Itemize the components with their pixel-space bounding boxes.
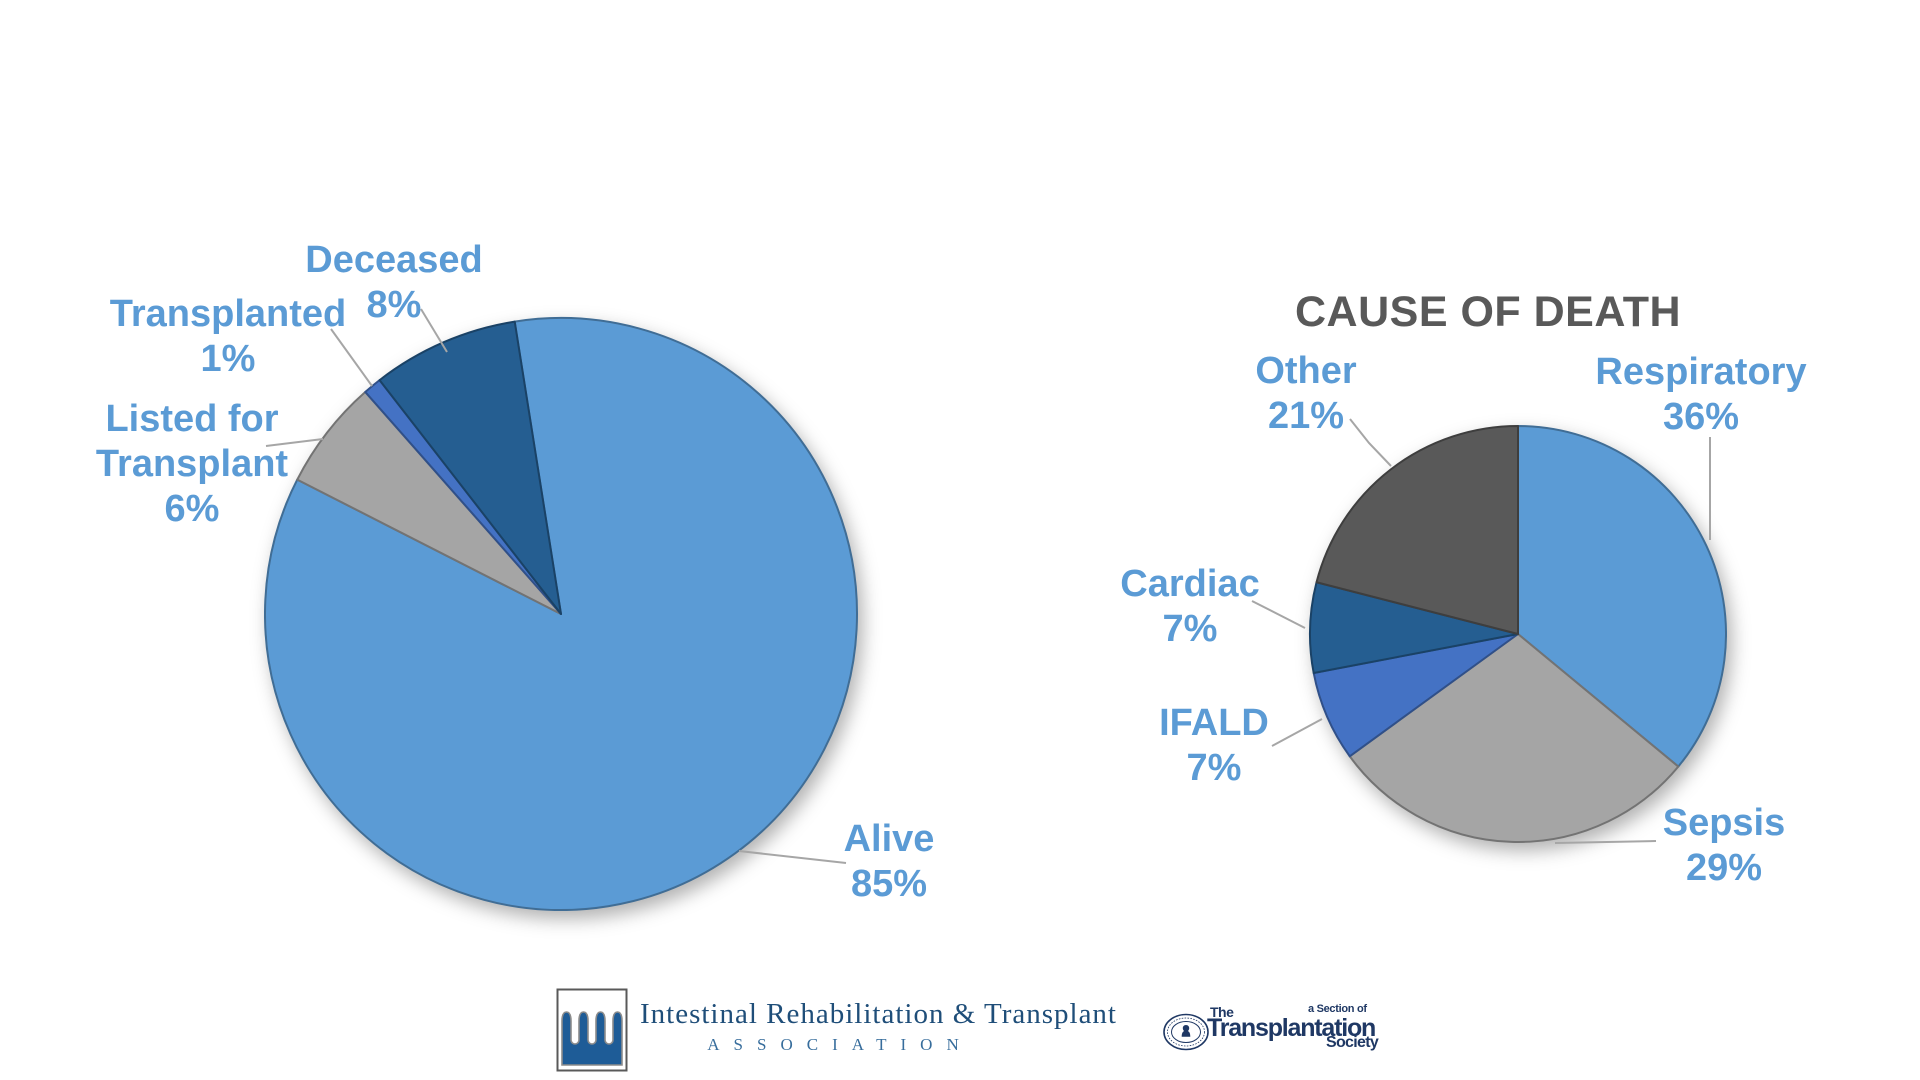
leader-other [1349, 418, 1392, 467]
label-transplanted: Transplanted 1% [110, 292, 347, 382]
label-cardiac-value: 7% [1162, 608, 1218, 650]
label-other: Other 21% [1255, 349, 1356, 439]
leader-alive [738, 850, 847, 864]
label-respiratory: Respiratory 36% [1595, 350, 1806, 440]
label-other-value: 21% [1267, 395, 1345, 437]
label-alive-value: 85% [850, 863, 928, 905]
label-alive: Alive 85% [844, 817, 935, 907]
tts-the: The [1210, 1004, 1234, 1020]
label-other-name: Other [1255, 350, 1357, 392]
leader-listed-for-transplant [265, 438, 324, 447]
label-sepsis-name: Sepsis [1662, 802, 1786, 844]
label-transplanted-name: Transplanted [109, 293, 347, 335]
irta-text: Intestinal Rehabilitation & Transplant A… [640, 998, 1117, 1056]
tts-name: Transplantation [1207, 1014, 1376, 1042]
label-sepsis-value: 29% [1685, 847, 1763, 889]
tts-society: Society [1326, 1034, 1379, 1051]
irta-emblem-icon [556, 988, 628, 1072]
label-ifald: IFALD 7% [1159, 701, 1269, 791]
label-cardiac-name: Cardiac [1120, 563, 1260, 605]
label-deceased-value: 8% [366, 284, 422, 326]
label-deceased-name: Deceased [305, 239, 483, 281]
label-ifald-value: 7% [1186, 747, 1242, 789]
label-sepsis: Sepsis 29% [1663, 801, 1786, 891]
pie-cause-of-death [1309, 425, 1727, 843]
leader-lines [265, 308, 1711, 864]
label-transplanted-value: 1% [200, 338, 256, 380]
label-cardiac: Cardiac 7% [1120, 562, 1259, 652]
label-ifald-name: IFALD [1159, 702, 1269, 744]
label-listed-line2: Transplant [95, 443, 289, 485]
tts-section: a Section of [1308, 1003, 1367, 1015]
leader-deceased [420, 308, 448, 353]
pie-slice-respiratory [1517, 425, 1727, 768]
label-respiratory-value: 36% [1662, 396, 1740, 438]
label-listed-line1: Listed for [105, 398, 279, 440]
tts-logo: The Transplantation a Section of Society [1160, 1000, 1420, 1066]
leader-sepsis [1554, 840, 1657, 844]
leader-ifald [1271, 718, 1323, 747]
pie-patient-status [264, 317, 858, 911]
label-listed-for-transplant: Listed for Transplant 6% [96, 397, 288, 532]
label-respiratory-name: Respiratory [1595, 351, 1807, 393]
irta-association-word: ASSOCIATION [707, 1035, 973, 1054]
leader-cardiac [1251, 600, 1306, 629]
irta-association-name: Intestinal Rehabilitation & Transplant [640, 998, 1117, 1030]
label-alive-name: Alive [843, 818, 935, 860]
irta-logo: Intestinal Rehabilitation & Transplant A… [556, 988, 1117, 1074]
label-listed-value: 6% [164, 488, 220, 530]
pie-slice-deceased [378, 320, 562, 615]
leader-transplanted [330, 328, 373, 387]
tts-seal-icon [1163, 1013, 1209, 1051]
chart-title-cause-of-death: CAUSE OF DEATH [1294, 288, 1682, 336]
pie-slice-sepsis [1348, 633, 1680, 843]
pie-slice-other [1315, 425, 1519, 635]
label-deceased: Deceased 8% [305, 238, 482, 328]
